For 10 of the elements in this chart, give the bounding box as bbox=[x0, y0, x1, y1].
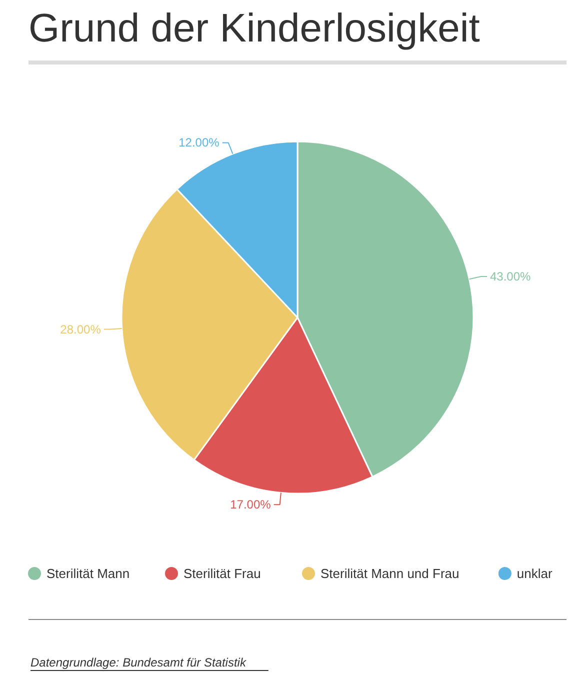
legend-label: unklar bbox=[516, 566, 553, 581]
data-label: 12.00% bbox=[178, 136, 220, 150]
legend-label: Sterilität Mann und Frau bbox=[320, 566, 460, 581]
data-label: 43.00% bbox=[490, 269, 531, 284]
legend-label: Sterilität Frau bbox=[184, 566, 261, 581]
legend-label: Sterilität Mann bbox=[46, 566, 130, 581]
text: Datengrundlage: Bundesamt für Statistik bbox=[30, 656, 247, 670]
data-label: 28.00% bbox=[60, 322, 102, 336]
data-label: 17.00% bbox=[230, 498, 272, 512]
chart-title: Grund der Kinderlosigkeit bbox=[28, 6, 480, 50]
